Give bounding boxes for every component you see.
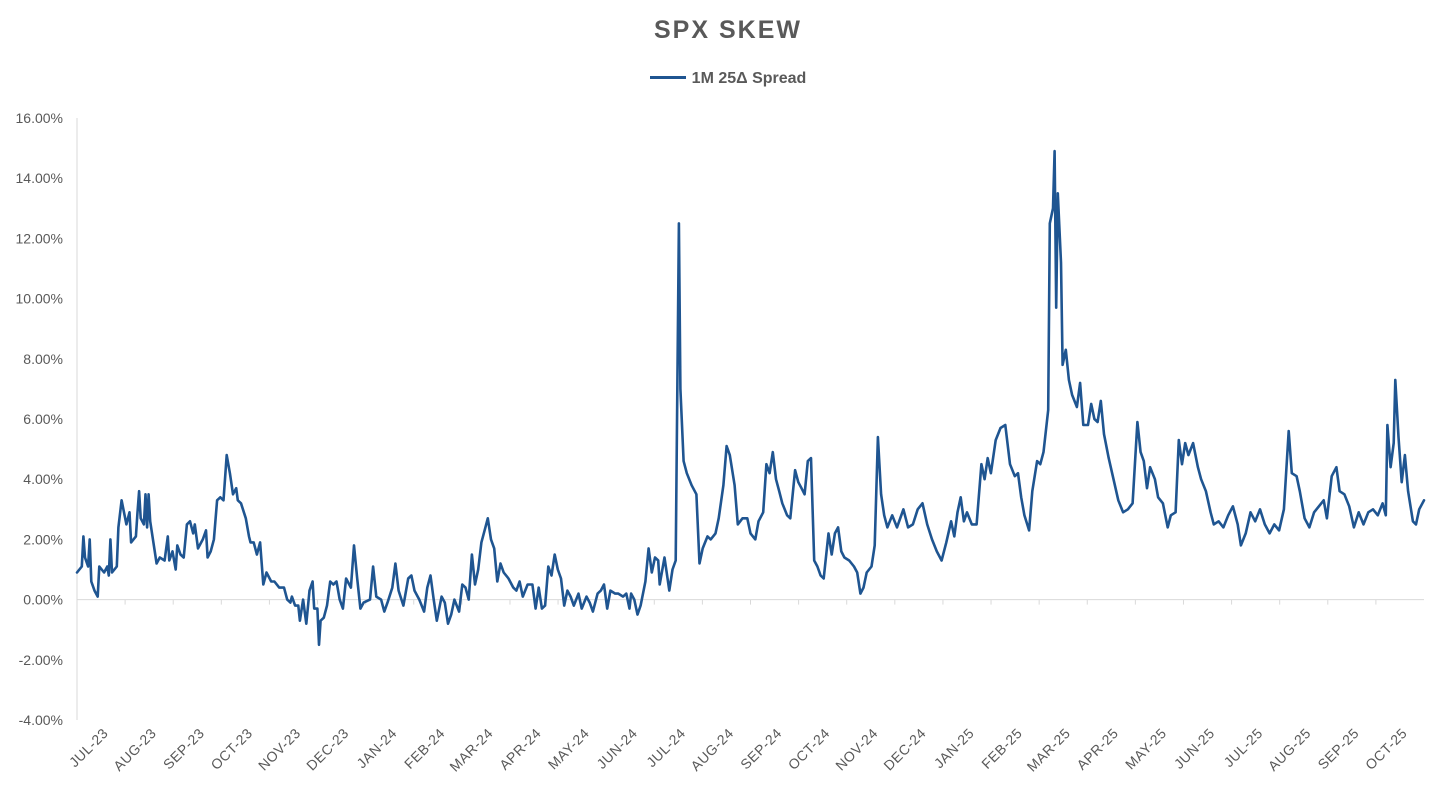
x-tick-label: AUG-24 (687, 725, 736, 774)
x-tick-label: OCT-24 (785, 725, 833, 773)
x-tick-label: AUG-25 (1265, 725, 1314, 774)
axes (76, 118, 1424, 720)
x-tick-label: OCT-23 (207, 725, 255, 773)
y-axis-ticks: -4.00% -2.00% 0.00% 2.00% 4.00% 6.00% 8.00% 10.… (16, 110, 63, 728)
series-line (75, 149, 1426, 647)
x-tick-label: APR-24 (496, 725, 544, 773)
y-tick-label: 16.00% (16, 110, 63, 126)
y-tick-label: 2.00% (23, 531, 63, 547)
x-tick-label: FEB-25 (978, 725, 1025, 772)
y-tick-label: 4.00% (23, 471, 63, 487)
x-tick-label: JAN-25 (931, 725, 977, 771)
x-tick-label: SEP-24 (737, 725, 785, 773)
y-tick-label: -4.00% (19, 712, 63, 728)
y-tick-label: 0.00% (23, 592, 63, 608)
legend-series-label: 1M 25Δ Spread (691, 70, 807, 87)
x-tick-label: JUL-23 (66, 725, 111, 770)
x-tick-label: MAY-24 (545, 725, 593, 773)
series-layer (75, 149, 1426, 647)
legend: 1M 25Δ Spread (0, 70, 1456, 88)
x-tick-label: MAR-25 (1024, 725, 1074, 775)
x-tick-label: JUN-24 (593, 725, 640, 772)
y-tick-label: -2.00% (19, 652, 63, 668)
legend-line-swatch (649, 76, 686, 80)
x-tick-label: MAY-25 (1122, 725, 1170, 773)
x-tick-label: JUL-25 (1220, 725, 1265, 770)
y-tick-label: 12.00% (16, 230, 63, 246)
y-tick-label: 14.00% (16, 170, 63, 186)
x-tick-label: FEB-24 (401, 725, 448, 772)
chart-title: SPX SKEW (654, 16, 802, 44)
x-tick-label: APR-25 (1073, 725, 1121, 773)
x-tick-label: NOV-24 (832, 725, 881, 774)
x-tick-label: DEC-24 (880, 725, 929, 774)
x-tick-label: DEC-23 (303, 725, 352, 774)
y-tick-label: 10.00% (16, 291, 63, 307)
x-tick-label: AUG-23 (110, 725, 159, 774)
y-tick-label: 6.00% (23, 411, 63, 427)
x-tick-label: JUL-24 (643, 725, 688, 770)
x-tick-label: SEP-23 (160, 725, 208, 773)
x-tick-label: OCT-25 (1362, 725, 1410, 773)
y-tick-label: 8.00% (23, 351, 63, 367)
x-tick-label: JUN-25 (1171, 725, 1218, 772)
x-tick-label: NOV-23 (255, 725, 304, 774)
x-tick-label: JAN-24 (353, 725, 399, 771)
x-tick-label: MAR-24 (446, 725, 496, 775)
x-tick-label: SEP-25 (1314, 725, 1362, 773)
